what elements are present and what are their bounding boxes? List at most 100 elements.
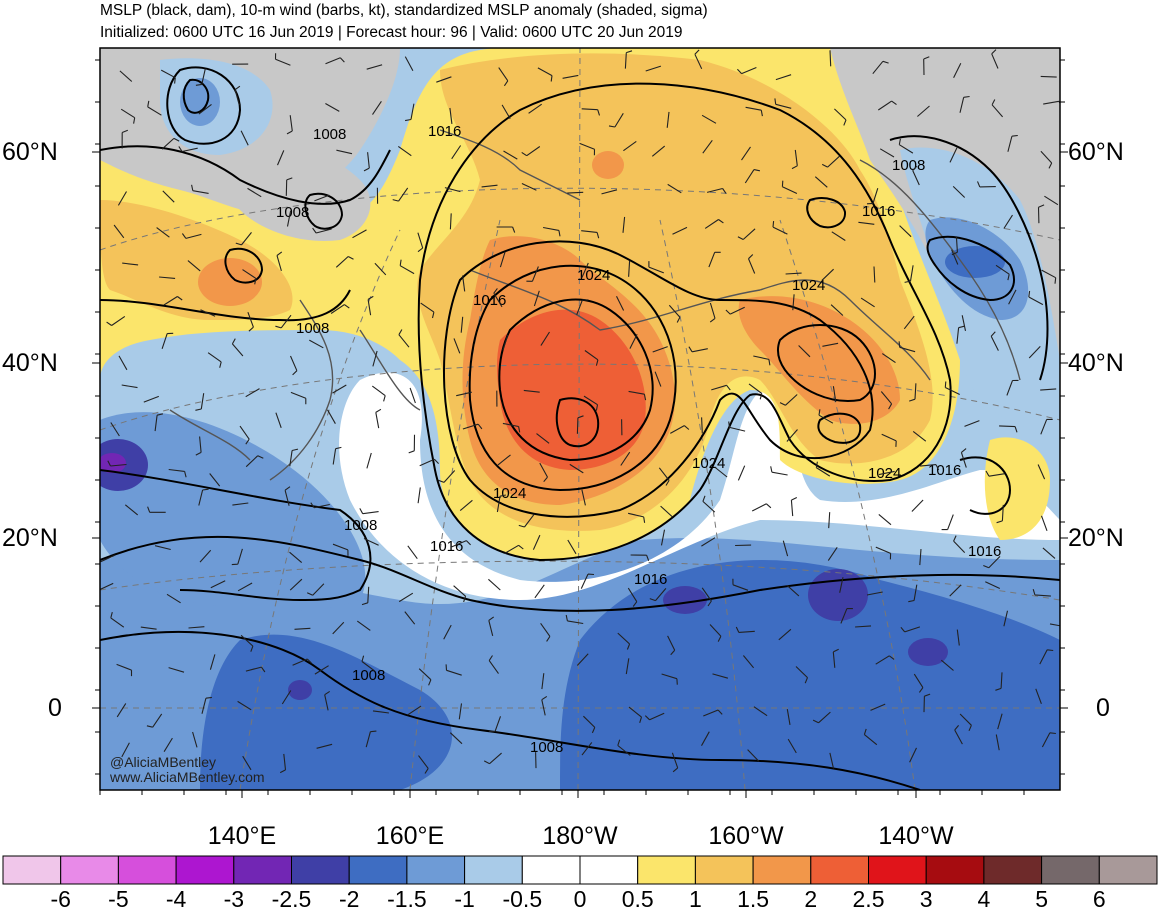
wind-barb [778,628,792,641]
wind-barb [366,64,383,70]
wind-barb [209,654,216,670]
land-siberia-east [225,146,371,241]
wind-barb [1006,379,1019,396]
wind-barb [404,56,414,71]
wind-barb [242,755,252,771]
wind-barb [781,180,798,194]
wind-barb [879,148,895,158]
wind-barb [1035,688,1042,704]
wind-barb [944,381,960,395]
wind-barb [392,187,409,202]
isobar-label: 1008 [352,667,385,684]
isobar-label: 1008 [296,320,329,337]
colorbar-swatch [464,855,523,885]
wind-barb [795,666,809,684]
wind-barb [672,226,688,235]
wind-barb [1007,134,1018,152]
wind-barb [209,473,221,487]
wind-barb [912,165,920,186]
wind-barb [195,68,206,86]
wind-barb [737,66,757,75]
wind-barb [701,417,703,434]
wind-barb [372,100,382,115]
wind-barb [449,213,452,230]
coastlines [169,129,1021,481]
wind-barb [1032,589,1051,597]
wind-barb [863,728,878,746]
wind-barb [976,181,996,188]
wind-barb [1008,289,1017,305]
wind-barb [284,486,291,506]
wind-barb [231,338,244,357]
wind-barb [909,747,917,763]
wind-barb [991,99,1004,118]
wind-barb [247,187,262,198]
positive-anomaly-east-small [984,437,1050,540]
wind-barb [1042,547,1056,559]
wind-barb [372,350,378,367]
lon-label-140w: 140°W [878,822,954,850]
wind-barb [628,390,647,401]
wind-barb [880,391,893,410]
wind-barb [701,537,716,547]
wind-barb [812,711,831,724]
lat-label-0-right: 0 [1096,694,1110,722]
wind-barb [116,663,133,677]
wind-barb [310,502,330,509]
wind-barb [782,540,789,557]
wind-barb [407,545,418,560]
wind-barb [501,104,511,119]
wind-barb [881,353,896,364]
wind-barb [314,665,329,675]
wind-barb [199,549,212,563]
wind-barb [608,113,624,128]
wind-barb [438,470,456,483]
wind-barb [289,448,299,467]
wind-barb [404,103,415,122]
wind-barb [121,742,130,758]
wind-barb [533,290,540,307]
colorbar-swatch [117,855,177,885]
lat-label-20n-right: 20°N [1068,524,1124,552]
wind-barb [483,752,502,765]
wind-barb [903,315,915,330]
wind-barb [576,415,584,434]
isobar-label: 1016 [428,123,461,140]
wind-barb [330,304,350,314]
wind-barb [985,470,1005,477]
wind-barb [581,262,589,278]
wind-barb [964,420,980,427]
wind-barb [881,433,897,447]
wind-barb [235,232,252,246]
colorbar-swatch [521,855,581,885]
wind-barb [786,584,800,597]
wind-barb [325,57,345,65]
wind-barb [567,191,584,194]
wind-barb [113,224,125,239]
wind-barb [983,556,1001,569]
wind-barb [239,425,250,445]
wind-barb [898,138,914,154]
wind-barb [276,251,283,272]
wind-barb [913,673,924,693]
wind-barb [751,503,772,512]
wind-barb [247,312,254,332]
lon-label-160e: 160°E [375,822,445,850]
wind-barb [1041,732,1056,748]
wind-barb [521,146,541,157]
wind-barb [198,103,212,115]
wind-barb [163,737,173,752]
wind-barb [747,749,760,762]
minor-axis-ticks [95,59,1065,795]
colorbar-swatch [291,855,350,885]
lat-label-60n-left: 60°N [2,138,58,166]
lat-label-0-left: 0 [48,694,62,722]
wind-barb [923,56,930,76]
wind-barb [181,233,202,239]
wind-barb [290,391,307,405]
wind-barb [660,505,673,518]
wind-barb [872,60,889,75]
wind-barb [116,703,127,718]
wind-barb [417,487,421,504]
wind-barb [543,226,561,237]
